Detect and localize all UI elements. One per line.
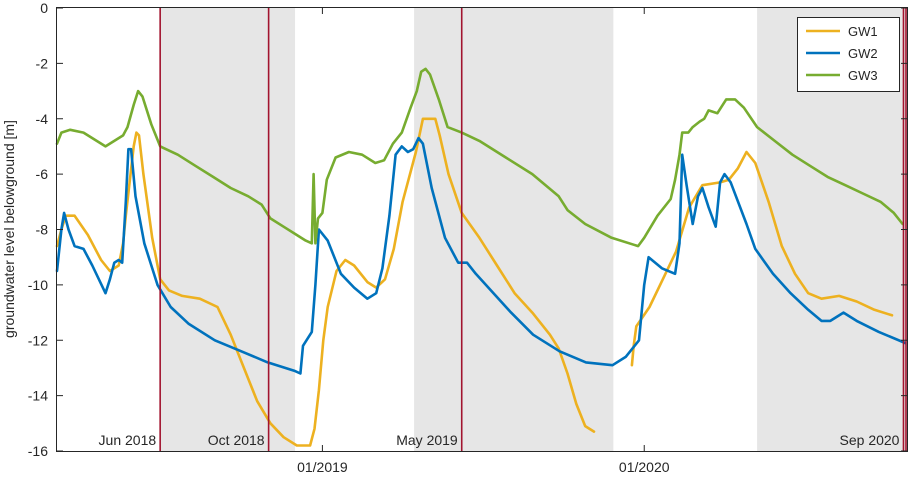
legend-label-gw1: GW1 — [848, 24, 878, 39]
plot-frame — [56, 7, 908, 452]
event-label-1: Jun 2018 — [99, 432, 157, 448]
x-tick-label-1: 01/2020 — [619, 459, 670, 475]
series-line-gw3-part-1 — [55, 67, 904, 248]
y-tick-label-7: -14 — [28, 388, 48, 404]
series-line-gw1-part-2 — [630, 150, 894, 367]
legend-label-gw3: GW3 — [848, 68, 878, 83]
x-tick-label-0: 01/2019 — [297, 459, 348, 475]
series-lines — [55, 67, 907, 447]
y-tick-label-5: -10 — [28, 277, 48, 293]
y-tick-label-1: -2 — [36, 55, 49, 71]
legend-label-gw2: GW2 — [848, 46, 878, 61]
shaded-period-1 — [160, 8, 296, 451]
y-tick-label-6: -12 — [28, 332, 48, 348]
y-tick-label-8: -16 — [28, 443, 48, 459]
y-tick-label-2: -4 — [36, 111, 49, 127]
y-axis-ticks: 0 -2 -4 -6 -8 -10 -12 -14 -16 — [28, 0, 907, 459]
shaded-period-2 — [414, 8, 614, 451]
event-labels: Jun 2018 Oct 2018 May 2019 Sep 2020 — [99, 432, 900, 448]
event-label-2: Oct 2018 — [208, 432, 265, 448]
event-label-3: May 2019 — [396, 432, 458, 448]
event-label-4: Sep 2020 — [840, 432, 900, 448]
y-tick-label-0: 0 — [40, 0, 48, 16]
shaded-periods — [160, 8, 907, 451]
y-tick-label-4: -8 — [36, 222, 49, 238]
y-tick-label-3: -6 — [36, 166, 49, 182]
series-line-gw2-part-1 — [55, 136, 907, 375]
legend: GW1 GW2 GW3 — [797, 17, 900, 92]
y-axis-label: groundwater level belowground [m] — [1, 120, 17, 338]
x-axis-ticks: 01/2019 01/2020 — [297, 8, 670, 475]
